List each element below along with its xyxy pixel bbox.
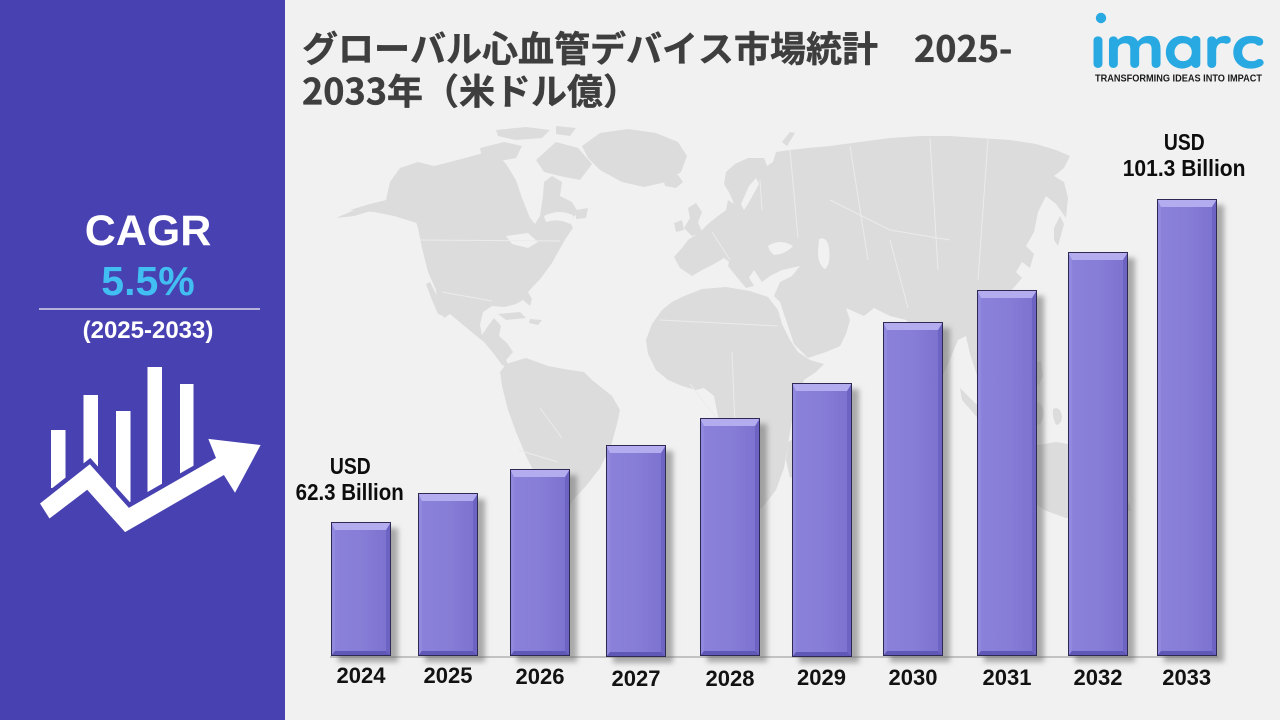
svg-text:TRANSFORMING IDEAS INTO IMPACT: TRANSFORMING IDEAS INTO IMPACT <box>1095 74 1262 85</box>
